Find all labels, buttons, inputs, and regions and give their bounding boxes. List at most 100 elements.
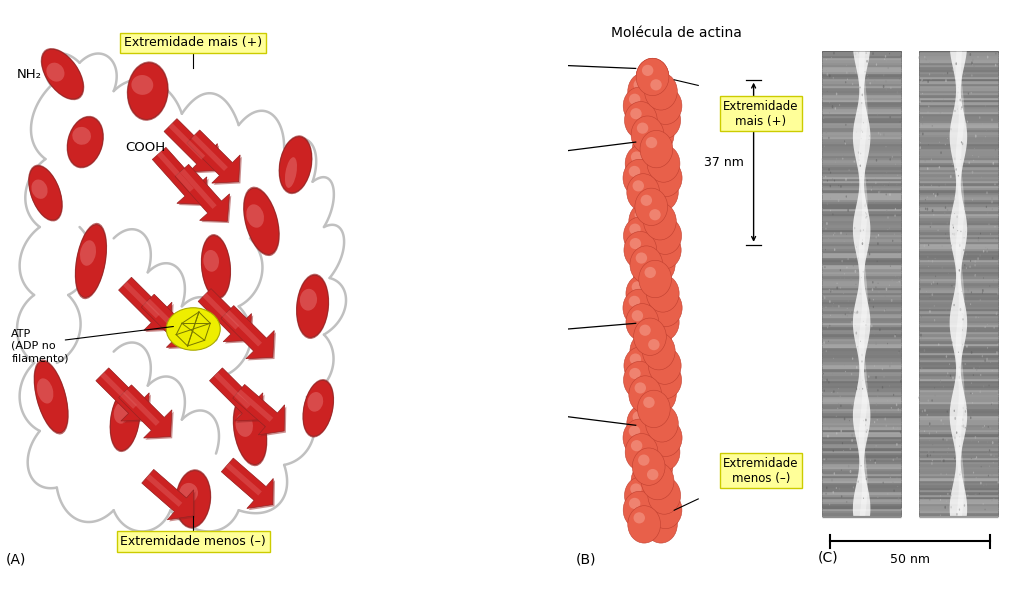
Ellipse shape [900,431,901,434]
Ellipse shape [872,306,874,308]
Text: NH₂: NH₂ [17,68,42,81]
Ellipse shape [638,137,649,148]
Ellipse shape [969,162,970,164]
Ellipse shape [637,123,648,134]
Ellipse shape [655,94,667,105]
Ellipse shape [873,365,876,367]
Ellipse shape [966,267,967,269]
Ellipse shape [826,202,828,205]
Ellipse shape [971,440,972,442]
Ellipse shape [989,117,990,119]
Ellipse shape [930,62,931,64]
Ellipse shape [956,431,957,434]
Ellipse shape [967,224,969,227]
Ellipse shape [940,419,942,422]
Ellipse shape [843,158,844,160]
Ellipse shape [952,376,953,379]
Ellipse shape [861,353,863,356]
Ellipse shape [823,458,824,460]
Ellipse shape [858,152,859,153]
Ellipse shape [829,185,831,188]
Ellipse shape [879,191,880,194]
Ellipse shape [649,209,660,220]
Ellipse shape [929,432,930,434]
Ellipse shape [835,107,836,110]
Ellipse shape [973,64,975,68]
Ellipse shape [644,73,677,110]
Ellipse shape [642,246,675,283]
Text: (B): (B) [575,553,596,567]
Ellipse shape [951,342,953,343]
Ellipse shape [858,257,859,259]
Ellipse shape [945,206,946,209]
Ellipse shape [866,60,867,63]
Polygon shape [119,385,172,438]
Ellipse shape [644,506,677,543]
Ellipse shape [953,304,954,306]
Ellipse shape [653,108,665,119]
Ellipse shape [624,347,656,384]
Ellipse shape [833,491,834,494]
Ellipse shape [982,355,983,358]
Ellipse shape [647,123,658,134]
Ellipse shape [233,397,266,464]
Ellipse shape [841,232,842,235]
Ellipse shape [865,418,866,421]
Ellipse shape [882,248,883,251]
Ellipse shape [855,53,856,55]
Ellipse shape [921,367,923,369]
Ellipse shape [880,190,881,193]
Ellipse shape [991,197,992,200]
Ellipse shape [954,417,956,420]
Polygon shape [141,294,195,348]
Ellipse shape [962,142,964,145]
Ellipse shape [976,368,978,371]
Ellipse shape [635,390,668,428]
Ellipse shape [825,176,826,178]
Ellipse shape [883,173,884,176]
Ellipse shape [75,223,108,299]
Ellipse shape [925,160,926,162]
Ellipse shape [887,216,889,219]
Polygon shape [223,460,274,510]
Ellipse shape [991,119,992,122]
Ellipse shape [825,228,826,230]
Ellipse shape [876,236,877,238]
Ellipse shape [953,233,955,236]
Ellipse shape [624,231,656,269]
Ellipse shape [950,375,951,377]
Text: Molécula de actina: Molécula de actina [611,26,742,40]
Polygon shape [97,369,151,422]
Ellipse shape [970,266,971,268]
Ellipse shape [848,465,850,467]
Polygon shape [175,165,229,221]
Ellipse shape [965,410,967,413]
Ellipse shape [42,49,83,99]
Ellipse shape [942,438,944,441]
Ellipse shape [996,351,997,354]
Ellipse shape [995,64,996,67]
Ellipse shape [855,332,857,335]
Ellipse shape [114,402,130,424]
Ellipse shape [987,212,988,214]
Ellipse shape [639,267,651,278]
Ellipse shape [838,199,840,202]
Ellipse shape [962,106,963,109]
Ellipse shape [842,260,843,263]
Ellipse shape [646,304,679,341]
Ellipse shape [652,281,664,293]
Ellipse shape [821,158,822,160]
Ellipse shape [860,230,861,232]
Ellipse shape [822,391,823,394]
Ellipse shape [950,128,951,130]
Ellipse shape [932,399,933,402]
Ellipse shape [958,376,961,379]
Ellipse shape [919,56,920,59]
Ellipse shape [931,159,932,160]
Ellipse shape [654,353,666,365]
Ellipse shape [646,454,657,466]
Ellipse shape [280,137,311,193]
Ellipse shape [629,425,640,437]
Ellipse shape [880,133,882,136]
Ellipse shape [826,379,827,382]
